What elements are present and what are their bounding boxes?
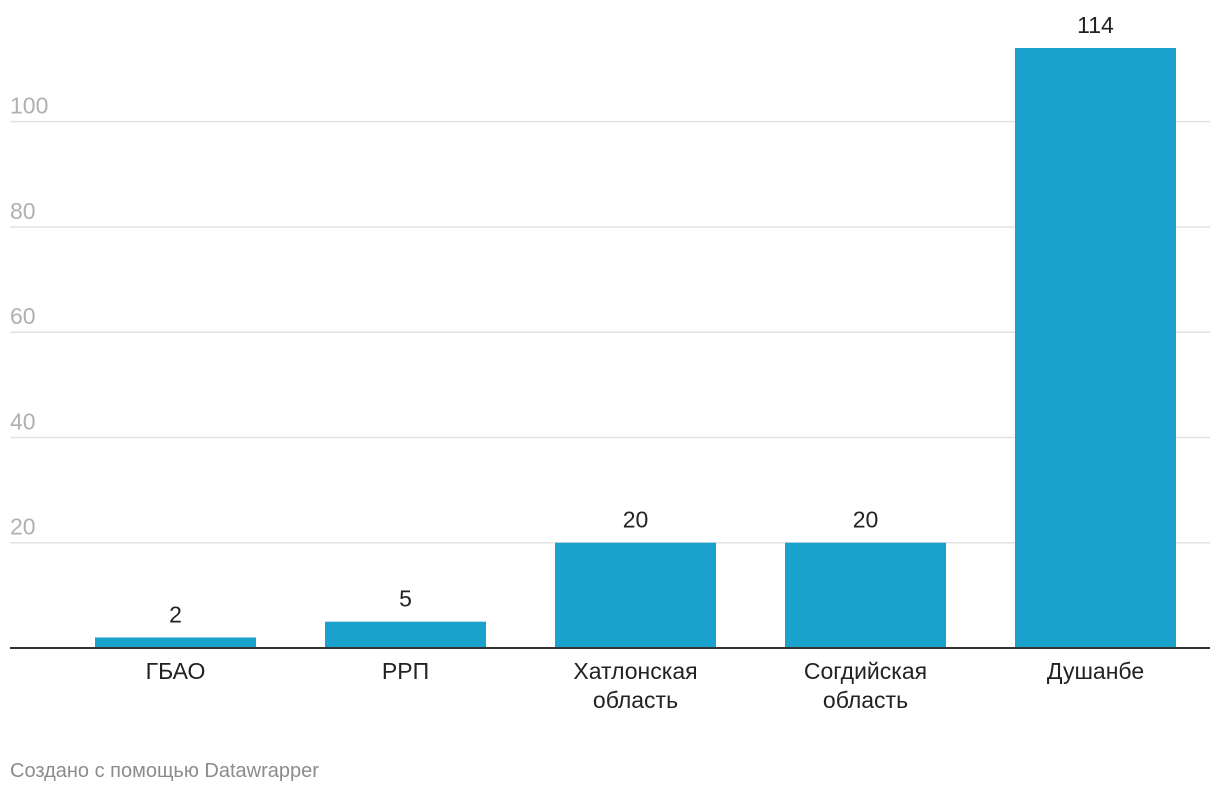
category-label: Душанбе bbox=[1047, 658, 1144, 684]
category-label: РРП bbox=[382, 658, 429, 684]
bar bbox=[555, 542, 716, 648]
category-label-line: область bbox=[593, 687, 678, 713]
category-label-line: область bbox=[823, 687, 908, 713]
y-tick-label: 60 bbox=[10, 303, 36, 329]
data-label: 20 bbox=[853, 507, 879, 533]
data-label: 5 bbox=[399, 586, 412, 612]
category-label-line: Согдийская bbox=[804, 658, 927, 684]
y-tick-label: 40 bbox=[10, 408, 36, 434]
category-label-line: Хатлонская bbox=[573, 658, 697, 684]
category-label-line: ГБАО bbox=[146, 658, 206, 684]
category-label-line: Душанбе bbox=[1047, 658, 1144, 684]
y-tick-label: 100 bbox=[10, 93, 48, 119]
bar bbox=[785, 542, 946, 648]
bar bbox=[1015, 48, 1176, 648]
bar bbox=[95, 637, 256, 648]
category-label: Согдийская область bbox=[804, 658, 927, 713]
y-tick-label: 20 bbox=[10, 514, 36, 540]
category-label: ГБАО bbox=[146, 658, 206, 684]
bar-chart: 20 40 60 80 100 2 ГБАО 5 РРП 20 Хатлонская область… bbox=[10, 12, 1210, 713]
category-label-line: РРП bbox=[382, 658, 429, 684]
category-label: Хатлонская область bbox=[573, 658, 697, 713]
label-layer: 2 ГБАО 5 РРП 20 Хатлонская область 20 Согдийская… bbox=[146, 12, 1145, 713]
y-tick-label: 80 bbox=[10, 198, 36, 224]
data-label: 114 bbox=[1077, 12, 1114, 38]
data-label: 20 bbox=[623, 507, 649, 533]
data-label: 2 bbox=[169, 601, 182, 627]
datawrapper-credit[interactable]: Создано с помощью Datawrapper bbox=[10, 760, 319, 782]
bar bbox=[325, 621, 486, 648]
grid-layer: 20 40 60 80 100 bbox=[10, 93, 1210, 544]
bar-layer bbox=[95, 48, 1176, 648]
